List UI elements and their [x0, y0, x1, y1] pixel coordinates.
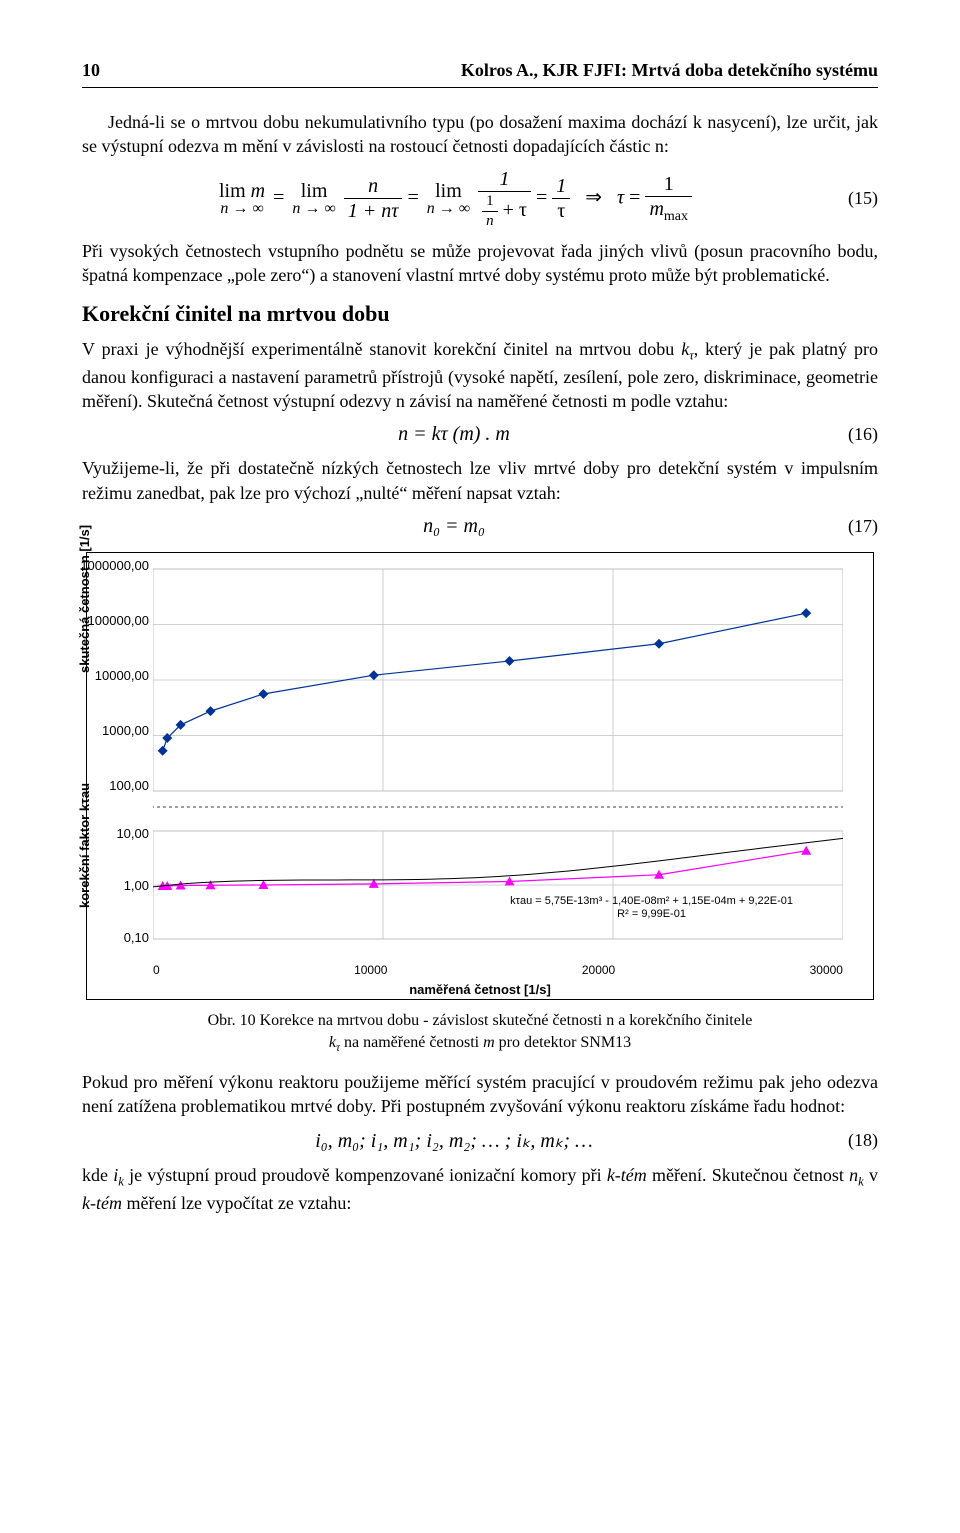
x-axis-tick-labels: 0 10000 20000 30000 — [153, 963, 843, 977]
paragraph: Využijeme-li, že při dostatečně nízkých … — [82, 456, 878, 505]
x-axis-title: naměřená četnost [1/s] — [87, 982, 873, 997]
fit-annotation: kτau = 5,75E-13m³ - 1,40E-08m² + 1,15E-0… — [510, 895, 793, 921]
equation-18: i₀, m₀; i₁, m₁; i₂, m₂; … ; iₖ, mₖ; … (1… — [82, 1128, 878, 1153]
figure-10: skutečná četnost n [1/s] korekční faktor… — [86, 552, 874, 1000]
equation-body: n₀ = m₀ — [82, 515, 826, 538]
paragraph: Při vysokých četnostech vstupního podnět… — [82, 239, 878, 288]
y-axis-title-bottom: korekční faktor kτau — [77, 783, 92, 908]
y-axis-title-top: skutečná četnost n [1/s] — [77, 525, 92, 673]
paragraph: kde ik je výstupní proud proudově kompen… — [82, 1163, 878, 1215]
equation-number: (18) — [826, 1130, 878, 1151]
equation-number: (16) — [826, 424, 878, 445]
equation-number: (15) — [826, 188, 878, 209]
page-number: 10 — [82, 60, 100, 81]
equation-body: n = kτ (m) . m — [82, 423, 826, 446]
equation-body: lim mn → ∞ = limn → ∞ n1 + nτ = limn → ∞… — [82, 169, 826, 229]
header-title: Kolros A., KJR FJFI: Mrtvá doba detekční… — [461, 60, 878, 81]
equation-body: i₀, m₀; i₁, m₁; i₂, m₂; … ; iₖ, mₖ; … — [82, 1128, 826, 1153]
figure-caption: Obr. 10 Korekce na mrtvou dobu - závislo… — [82, 1010, 878, 1056]
paragraph: V praxi je výhodnější experimentálně sta… — [82, 337, 878, 413]
paragraph: Pokud pro měření výkonu reaktoru použije… — [82, 1070, 878, 1119]
equation-16: n = kτ (m) . m (16) — [82, 423, 878, 446]
paragraph: Jedná-li se o mrtvou dobu nekumulativníh… — [82, 110, 878, 159]
running-header: 10 Kolros A., KJR FJFI: Mrtvá doba detek… — [82, 60, 878, 88]
equation-number: (17) — [826, 516, 878, 537]
equation-15: lim mn → ∞ = limn → ∞ n1 + nτ = limn → ∞… — [82, 169, 878, 229]
equation-17: n₀ = m₀ (17) — [82, 515, 878, 538]
section-heading: Korekční činitel na mrtvou dobu — [82, 301, 878, 327]
